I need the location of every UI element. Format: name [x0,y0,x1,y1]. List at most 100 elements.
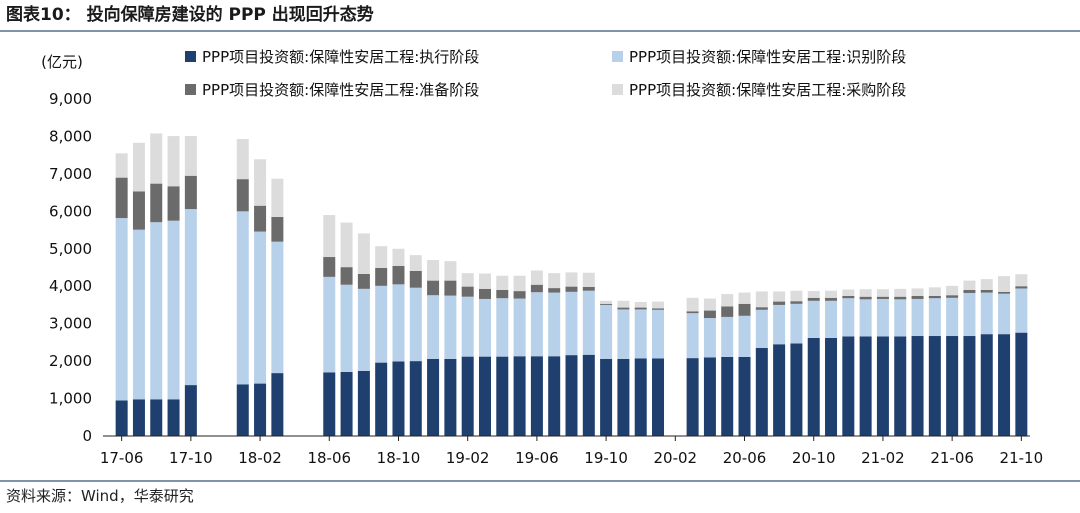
bar-segment-17-08-s4 [150,133,163,184]
bar-segment-18-12-s1 [427,358,440,436]
bar-segment-18-09-s4 [375,246,388,268]
legend: PPP项目投资额:保障性安居工程:执行阶段 PPP项目投资额:保障性安居工程:识别… [185,48,906,99]
bar-segment-18-01-s2 [236,211,249,385]
bar-segment-21-06-s3 [946,295,959,298]
bar-segment-19-11-s1 [617,358,630,436]
bar-segment-21-01-s3 [859,296,872,300]
bar-segment-18-11-s1 [409,361,422,436]
bar-segment-20-05-s3 [721,306,734,317]
bar-segment-21-09-s3 [998,291,1011,294]
bar-segment-19-08-s3 [565,286,578,292]
bar-segment-18-03-s1 [271,373,284,436]
top-rule [0,30,1080,32]
bar-segment-19-12-s2 [634,309,647,359]
bar-segment-20-09-s4 [790,290,803,302]
bar-segment-19-02-s2 [461,296,474,357]
bar-segment-19-01-s4 [444,261,457,281]
bar-segment-20-11-s1 [825,337,838,436]
y-tick-label: 7,000 [49,165,92,183]
bar-segment-21-01-s1 [859,336,872,436]
bar-segment-20-04-s3 [703,310,716,319]
bar-segment-19-04-s4 [496,275,509,290]
bar-segment-17-06-s3 [115,177,128,219]
bar-segment-19-02-s4 [461,273,474,287]
bar-segment-21-09-s2 [998,293,1011,335]
bar-segment-20-09-s1 [790,343,803,436]
bar-segment-19-04-s2 [496,298,509,357]
bar-segment-18-03-s2 [271,241,284,374]
bar-segment-18-01-s4 [236,139,249,180]
bar-segment-19-10-s3 [600,303,613,305]
bar-segment-20-06-s2 [738,315,751,357]
bar-segment-18-02-s4 [254,159,267,206]
bar-segment-17-07-s4 [132,142,145,192]
bar-segment-19-05-s4 [513,275,526,292]
bar-segment-20-10-s4 [807,291,820,298]
bar-segment-20-08-s4 [773,291,786,302]
bar-segment-18-06-s3 [323,257,336,277]
bar-segment-20-12-s2 [842,298,855,337]
bar-segment-19-07-s1 [548,356,561,436]
bar-segment-17-06-s2 [115,218,128,401]
bar-segment-20-01-s2 [652,309,665,359]
bar-segment-17-08-s1 [150,399,163,436]
bottom-rule [0,480,1080,482]
bar-segment-21-05-s1 [928,336,941,436]
bar-segment-19-08-s4 [565,272,578,287]
bar-segment-19-09-s2 [582,290,595,355]
bar-segment-19-10-s2 [600,304,613,359]
x-tick-label: 18-02 [238,449,282,467]
bar-segment-18-02-s1 [254,383,267,436]
x-tick-label: 19-02 [446,449,490,467]
bar-segment-21-08-s3 [980,289,993,293]
legend-label-s3: PPP项目投资额:保障性安居工程:准备阶段 [202,81,479,99]
bar-segment-17-08-s3 [150,183,163,223]
bar-segment-18-10-s4 [392,248,405,266]
bar-segment-20-01-s3 [652,308,665,310]
bar-segment-21-07-s2 [963,292,976,337]
bar-segment-20-03-s3 [686,311,699,314]
x-tick-label: 18-10 [377,449,421,467]
bar-segment-18-06-s2 [323,276,336,373]
x-axis: 17-06 17-10 18-02 18-06 18-10 19-02 19-06 19-10… [100,435,1044,467]
bar-segment-17-10-s4 [184,136,197,176]
bar-segment-19-10-s4 [600,300,613,304]
bar-segment-21-03-s4 [894,288,907,297]
bar-segment-17-08-s2 [150,222,163,400]
bar-segment-21-06-s4 [946,285,959,296]
bar-segment-20-10-s1 [807,337,820,436]
bar-segment-18-08-s3 [357,273,370,289]
legend-label-s1: PPP项目投资额:保障性安居工程:执行阶段 [202,48,479,66]
bar-segment-17-07-s3 [132,191,145,230]
bar-segment-20-06-s3 [738,303,751,316]
bar-segment-21-09-s4 [998,276,1011,292]
bar-segment-17-09-s1 [167,399,180,436]
bar-segment-21-05-s3 [928,295,941,299]
bar-segment-19-11-s4 [617,300,630,308]
bar-segment-21-08-s1 [980,334,993,436]
x-tick-label: 20-06 [723,449,767,467]
bar-segment-20-01-s4 [652,301,665,309]
legend-swatch-s1 [185,51,196,62]
legend-swatch-s3 [185,84,196,95]
bar-segment-18-08-s4 [357,233,370,274]
bar-segment-18-11-s2 [409,287,422,362]
bar-segment-20-05-s4 [721,294,734,307]
x-tick-label: 21-02 [861,449,905,467]
bar-segment-20-11-s2 [825,300,838,338]
bar-segment-19-09-s1 [582,354,595,436]
bar-segment-19-10-s1 [600,358,613,436]
bar-segment-20-11-s4 [825,290,838,298]
bar-segment-21-05-s2 [928,298,941,337]
bar-segment-19-03-s3 [478,288,491,299]
y-tick-label: 5,000 [49,240,92,258]
bar-segment-18-03-s4 [271,178,284,217]
bar-segment-21-09-s1 [998,334,1011,436]
bar-segment-18-03-s3 [271,216,284,242]
x-tick-label: 21-10 [1000,449,1044,467]
bar-segment-20-11-s3 [825,297,838,301]
bar-segment-21-05-s4 [928,287,941,296]
bar-segment-19-12-s4 [634,301,647,308]
bar-segment-20-05-s1 [721,356,734,436]
bar-segment-20-04-s1 [703,357,716,436]
